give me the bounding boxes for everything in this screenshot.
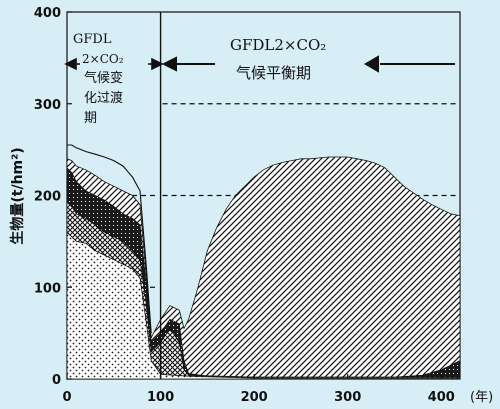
y-tick-label-1: 100 bbox=[34, 281, 61, 296]
transition-span-arrow bbox=[64, 57, 164, 71]
area-series-diagonal bbox=[66, 156, 461, 380]
x-tick-label-1: 100 bbox=[147, 390, 174, 405]
transition-label-line-2: 2×CO₂ bbox=[82, 52, 124, 66]
transition-label-line-5: 期 bbox=[84, 111, 97, 126]
area-series-dots bbox=[66, 231, 461, 380]
y-tick-label-2: 200 bbox=[34, 190, 61, 205]
equilibrium-span-arrow bbox=[161, 55, 455, 73]
equilibrium-annotation: GFDL2×CO₂ 气候平衡期 bbox=[230, 36, 326, 82]
x-tick-label-4: 400 bbox=[428, 390, 455, 405]
x-tick-label-2: 200 bbox=[241, 390, 268, 405]
equilibrium-label-line-1: GFDL2×CO₂ bbox=[230, 36, 326, 54]
x-tick-label-0: 0 bbox=[62, 390, 71, 405]
x-tick-label-3: 300 bbox=[334, 390, 361, 405]
area-series bbox=[66, 144, 461, 380]
y-tick-label-3: 300 bbox=[34, 98, 61, 113]
transition-label-line-1: GFDL bbox=[73, 32, 112, 47]
transition-label-line-4: 化过渡 bbox=[84, 90, 123, 106]
area-series-outline bbox=[67, 144, 152, 334]
equilibrium-label-line-2: 气候平衡期 bbox=[236, 64, 311, 82]
transition-label-line-3: 气候变 bbox=[84, 70, 123, 86]
y-tick-label-0: 0 bbox=[52, 373, 61, 388]
y-axis-label: 生物量(t/hm²) bbox=[9, 147, 26, 244]
x-axis-unit-label: (年) bbox=[470, 390, 493, 405]
y-tick-label-4: 400 bbox=[34, 6, 61, 21]
axes: 0 100 200 300 400 0 100 200 300 400 bbox=[34, 6, 455, 405]
transition-annotation: GFDL 2×CO₂ 气候变 化过渡 期 bbox=[73, 32, 124, 126]
